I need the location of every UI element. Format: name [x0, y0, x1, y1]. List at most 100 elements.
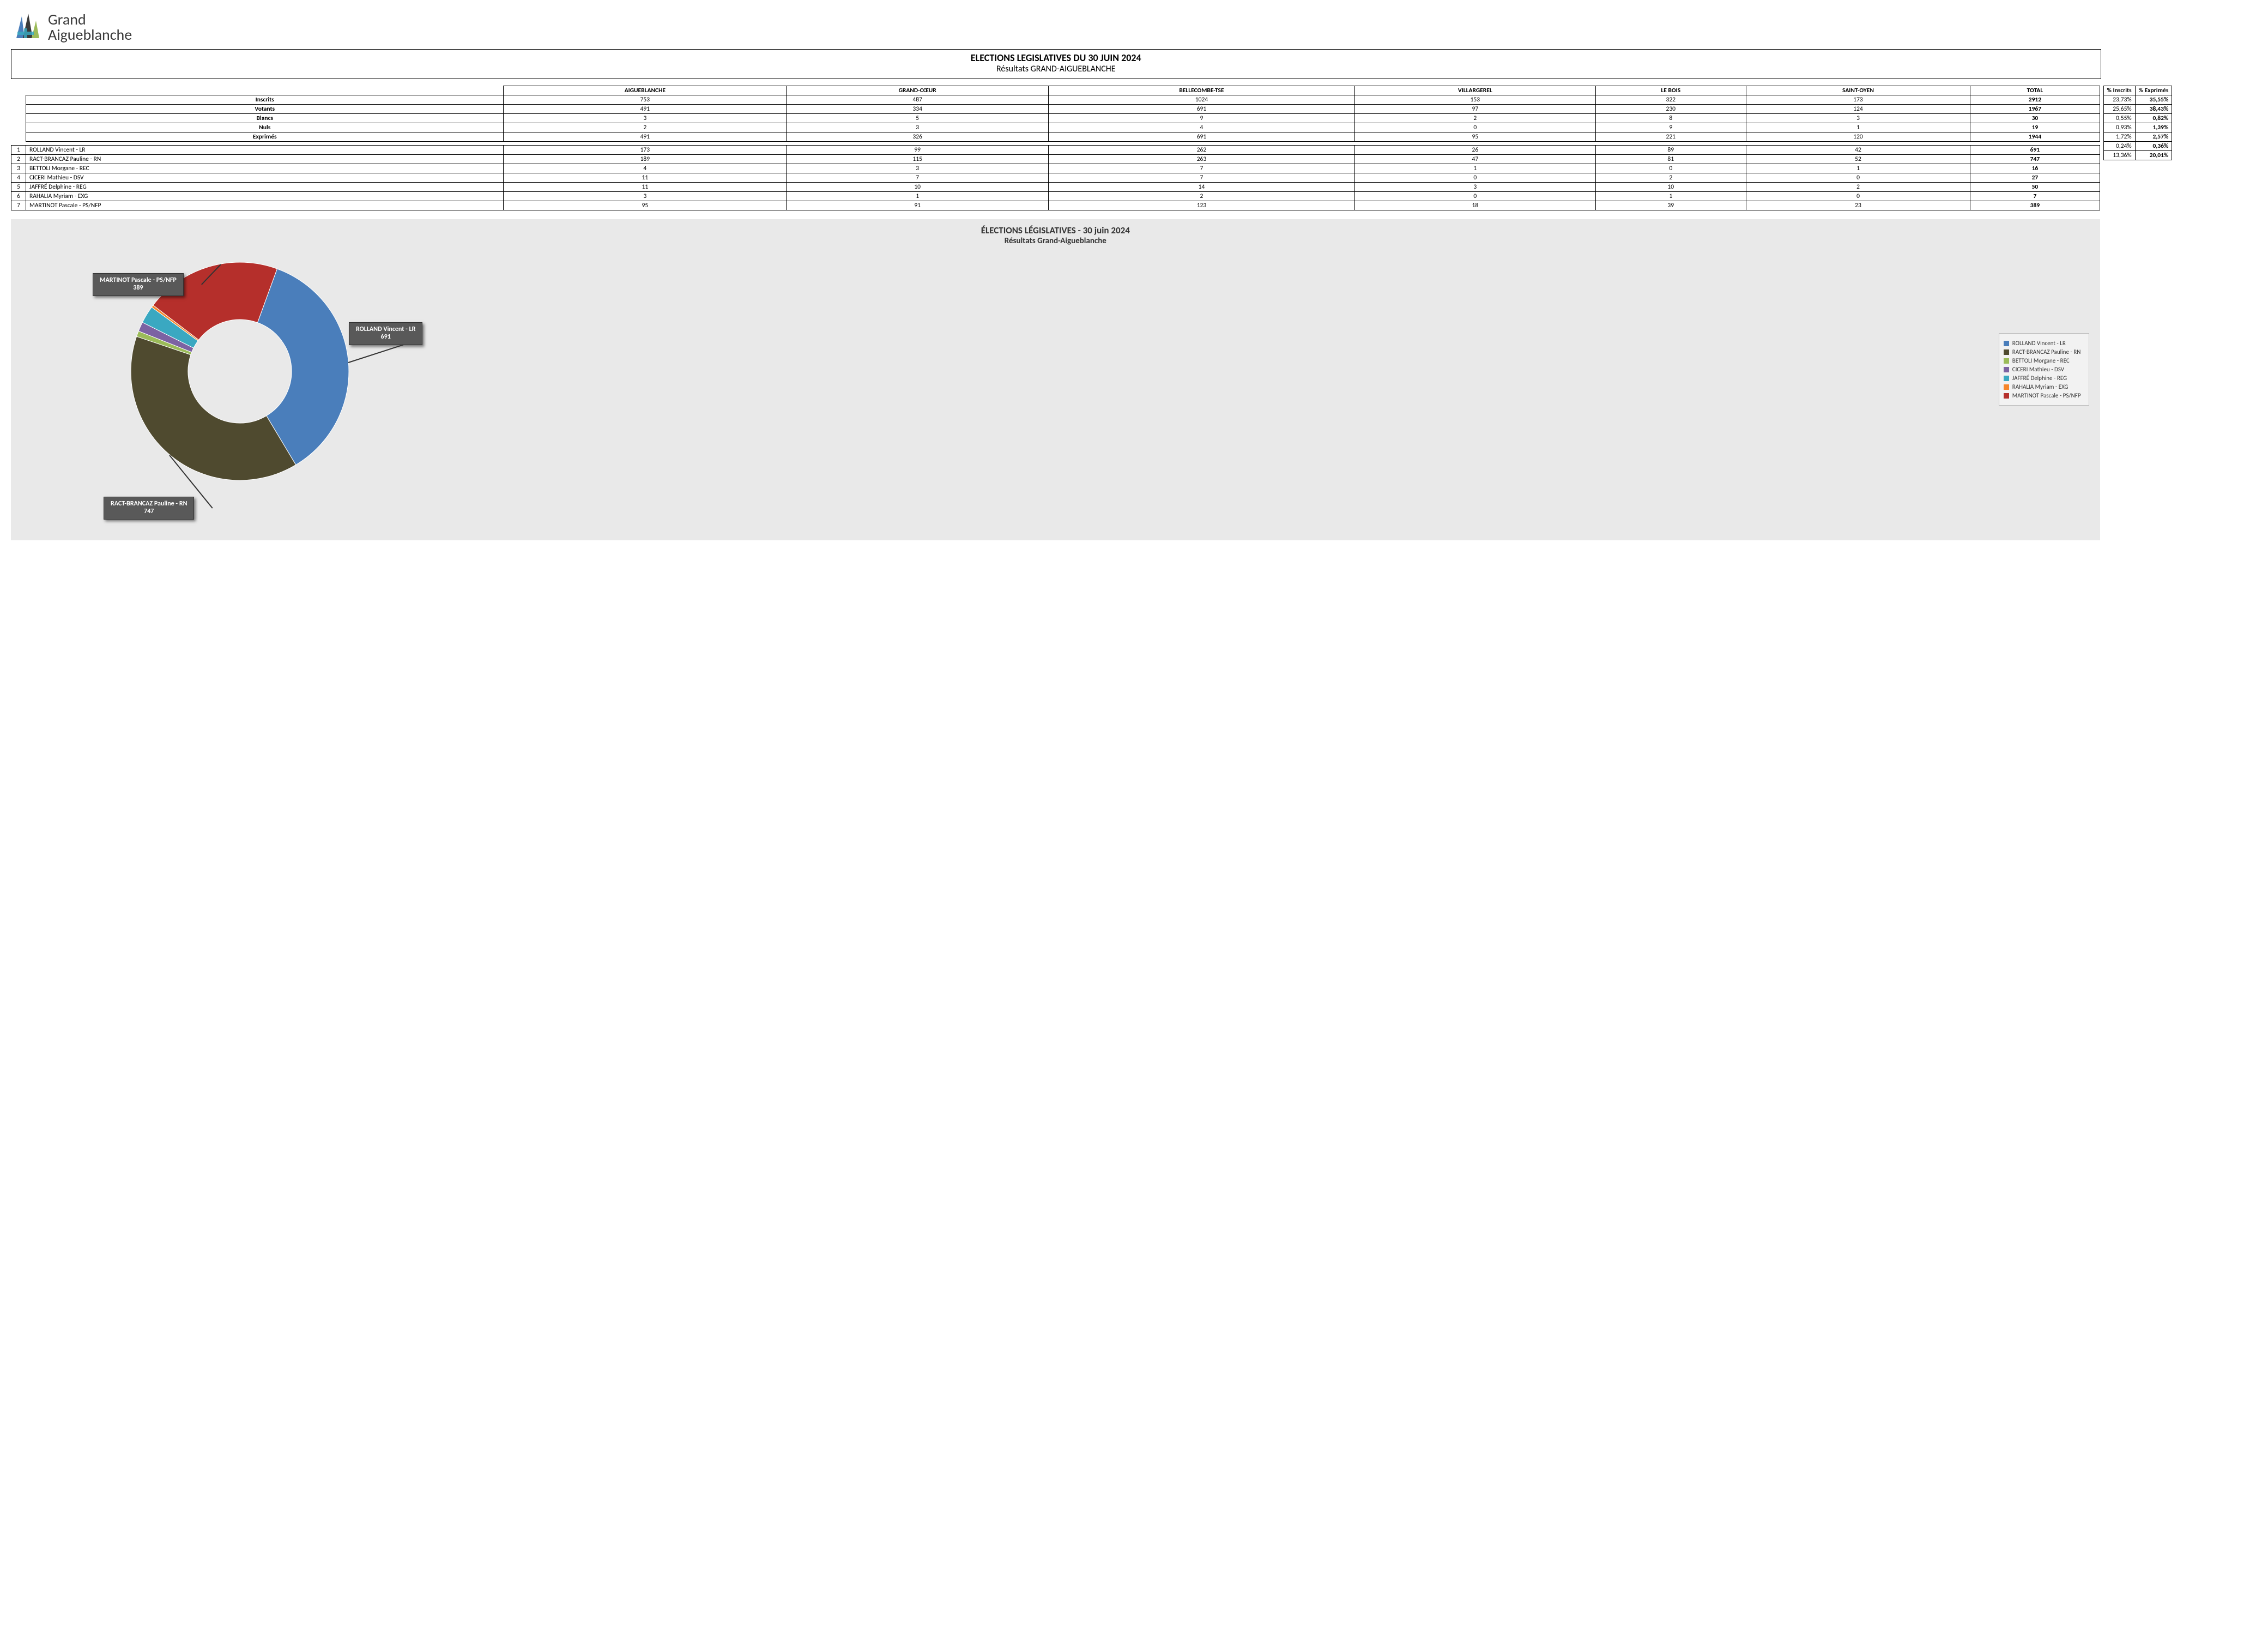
- legend-row: RACT-BRANCAZ Pauline - RN: [2004, 348, 2081, 355]
- cand-name: JAFFRÉ Delphine - REG: [26, 183, 504, 192]
- legend-label: RACT-BRANCAZ Pauline - RN: [2012, 348, 2081, 355]
- cand-cell: 52: [1746, 155, 1970, 164]
- legend-swatch: [2004, 358, 2009, 364]
- summary-cell: 3: [504, 114, 787, 123]
- cand-cell: 747: [1970, 155, 2100, 164]
- cand-cell: 99: [787, 146, 1049, 155]
- cand-cell: 26: [1354, 146, 1595, 155]
- cand-cell: 3: [787, 164, 1049, 173]
- callout-leader: [348, 344, 403, 363]
- summary-label: Blancs: [26, 114, 504, 123]
- cand-cell: 27: [1970, 173, 2100, 183]
- pct-inscrits: 0,93%: [2103, 123, 2135, 132]
- cand-index: 7: [11, 201, 26, 210]
- cand-name: RACT-BRANCAZ Pauline - RN: [26, 155, 504, 164]
- pct-exprimes: 20,01%: [2135, 151, 2172, 160]
- cand-cell: 0: [1595, 164, 1746, 173]
- summary-cell: 491: [504, 105, 787, 114]
- cand-cell: 47: [1354, 155, 1595, 164]
- legend-label: JAFFRÉ Delphine - REG: [2012, 375, 2067, 382]
- summary-cell: 2: [504, 123, 787, 132]
- summary-cell: 2912: [1970, 95, 2100, 105]
- legend-row: JAFFRÉ Delphine - REG: [2004, 375, 2081, 382]
- pct-exprimes: 35,55%: [2135, 95, 2172, 105]
- cand-cell: 81: [1595, 155, 1746, 164]
- logo-text: Grand Aigueblanche: [48, 12, 132, 43]
- cand-cell: 173: [504, 146, 787, 155]
- cand-index: 5: [11, 183, 26, 192]
- summary-cell: 153: [1354, 95, 1595, 105]
- percent-table: % Inscrits% Exprimés23,73%35,55%25,65%38…: [2103, 86, 2173, 160]
- cand-cell: 7: [1049, 164, 1355, 173]
- cand-cell: 89: [1595, 146, 1746, 155]
- pct-exprimes: 0,82%: [2135, 114, 2172, 123]
- legend-swatch: [2004, 349, 2009, 355]
- cand-cell: 262: [1049, 146, 1355, 155]
- cand-name: ROLLAND Vincent - LR: [26, 146, 504, 155]
- pct-header: % Inscrits: [2103, 86, 2135, 95]
- cand-index: 1: [11, 146, 26, 155]
- col-header: SAINT-OYEN: [1746, 86, 1970, 95]
- summary-cell: 691: [1049, 105, 1355, 114]
- summary-cell: 230: [1595, 105, 1746, 114]
- summary-cell: 5: [787, 114, 1049, 123]
- legend-label: CICERI Mathieu - DSV: [2012, 366, 2064, 373]
- cand-cell: 91: [787, 201, 1049, 210]
- summary-cell: 173: [1746, 95, 1970, 105]
- legend-row: RAHALIA Myriam - EXG: [2004, 383, 2081, 390]
- cand-cell: 189: [504, 155, 787, 164]
- legend-label: MARTINOT Pascale - PS/NFP: [2012, 392, 2081, 399]
- cand-cell: 0: [1354, 192, 1595, 201]
- cand-cell: 115: [787, 155, 1049, 164]
- summary-cell: 3: [787, 123, 1049, 132]
- cand-cell: 18: [1354, 201, 1595, 210]
- chart-subtitle: Résultats Grand-Aigueblanche: [11, 236, 2100, 246]
- col-header: LE BOIS: [1595, 86, 1746, 95]
- summary-cell: 491: [504, 132, 787, 142]
- col-header: BELLECOMBE-TSE: [1049, 86, 1355, 95]
- callout-value: 691: [356, 334, 415, 341]
- pct-exprimes: 1,39%: [2135, 123, 2172, 132]
- tables: AIGUEBLANCHEGRAND-CŒURBELLECOMBE-TSEVILL…: [11, 86, 2257, 210]
- legend-swatch: [2004, 376, 2009, 381]
- cand-cell: 7: [1970, 192, 2100, 201]
- legend-row: CICERI Mathieu - DSV: [2004, 366, 2081, 373]
- cand-cell: 50: [1970, 183, 2100, 192]
- summary-cell: 97: [1354, 105, 1595, 114]
- cand-cell: 3: [504, 192, 787, 201]
- summary-cell: 9: [1049, 114, 1355, 123]
- cand-cell: 7: [1049, 173, 1355, 183]
- chart-area: ÉLECTIONS LÉGISLATIVES - 30 juin 2024 Ré…: [11, 219, 2100, 540]
- cand-cell: 11: [504, 173, 787, 183]
- col-header: GRAND-CŒUR: [787, 86, 1049, 95]
- cand-cell: 39: [1595, 201, 1746, 210]
- cand-cell: 2: [1746, 183, 1970, 192]
- summary-cell: 3: [1746, 114, 1970, 123]
- cand-cell: 0: [1746, 173, 1970, 183]
- cand-index: 4: [11, 173, 26, 183]
- summary-cell: 124: [1746, 105, 1970, 114]
- pct-inscrits: 0,24%: [2103, 142, 2135, 151]
- legend-swatch: [2004, 393, 2009, 399]
- col-header: TOTAL: [1970, 86, 2100, 95]
- pct-inscrits: 23,73%: [2103, 95, 2135, 105]
- cand-name: RAHALIA Myriam - EXG: [26, 192, 504, 201]
- summary-cell: 120: [1746, 132, 1970, 142]
- donut-slice: [131, 336, 296, 480]
- cand-cell: 7: [787, 173, 1049, 183]
- summary-cell: 487: [787, 95, 1049, 105]
- cand-cell: 23: [1746, 201, 1970, 210]
- callout-value: 747: [111, 508, 187, 516]
- legend-row: BETTOLI Morgane - REC: [2004, 357, 2081, 364]
- pct-header: % Exprimés: [2135, 86, 2172, 95]
- summary-cell: 221: [1595, 132, 1746, 142]
- summary-cell: 4: [1049, 123, 1355, 132]
- page-subtitle: Résultats GRAND-AIGUEBLANCHE: [11, 64, 2101, 74]
- cand-index: 6: [11, 192, 26, 201]
- cand-cell: 1: [1354, 164, 1595, 173]
- cand-cell: 263: [1049, 155, 1355, 164]
- summary-cell: 334: [787, 105, 1049, 114]
- legend-row: MARTINOT Pascale - PS/NFP: [2004, 392, 2081, 399]
- summary-cell: 19: [1970, 123, 2100, 132]
- cand-cell: 2: [1049, 192, 1355, 201]
